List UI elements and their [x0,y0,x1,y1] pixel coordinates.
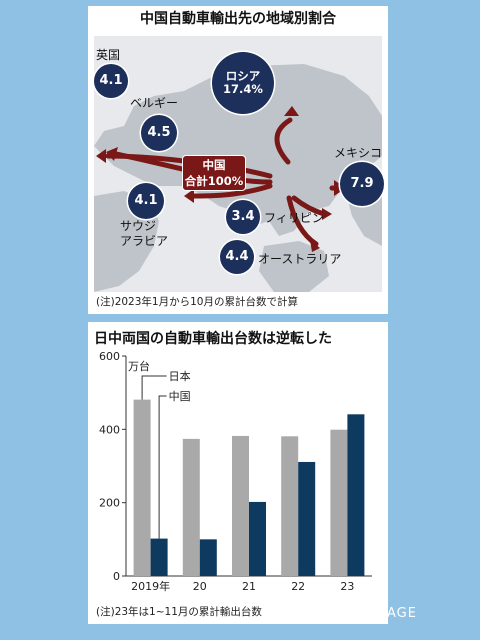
chart-note: (注)23年は1~11月の累計輸出台数 [96,606,262,618]
bubble-mexico: 7.9 [340,162,384,206]
bubble-russia: ロシア 17.4% [212,52,274,114]
map-title: 中国自動車輸出先の地域別割合 [140,11,336,27]
bar-china [150,538,168,576]
x-tick-label: 21 [242,580,256,593]
y-axis-unit-label: 万台 [128,359,150,373]
value-australia: 4.4 [225,248,249,264]
label-russia: ロシア [225,68,261,83]
value-russia: 17.4% [223,82,263,96]
bar-japan [281,436,299,576]
arrow-philippines [291,195,327,217]
label-saudi-line1: サウジ [120,219,157,233]
map-panel: 中国自動車輸出先の地域別割合 [88,6,388,314]
legend-label-japan: 日本 [169,369,191,383]
origin-line2: 合計100% [184,174,244,188]
value-belgium: 4.5 [147,124,171,140]
value-philippines: 3.4 [231,208,255,224]
arrowhead-saudi [184,189,194,203]
bar-china [347,414,365,576]
y-tick-label: 200 [99,497,120,510]
arrow-saudi [191,183,273,199]
label-australia: オーストラリア [258,252,342,266]
bubble-saudi: 4.1 [128,183,164,219]
label-philippines: フィリピン [264,211,324,225]
bar-japan [232,435,249,576]
bubble-uk: 4.1 [94,64,128,98]
australia-land [259,241,329,292]
bar-china [298,461,316,576]
arrowhead-philippines [322,208,332,220]
x-tick-label: 23 [340,580,354,593]
arrowhead-russia [284,106,299,116]
bar-china [199,539,217,576]
label-saudi: サウジ アラビア [120,219,168,249]
y-tick-label: 0 [113,570,120,583]
value-uk: 4.1 [99,72,123,88]
y-tick-label: 600 [99,350,120,363]
chart-title: 日中両国の自動車輸出台数は逆転した [94,331,332,347]
eurasia-land [94,64,382,236]
label-mexico: メキシコ [334,146,383,160]
x-tick-label: 22 [291,580,305,593]
label-saudi-line2: アラビア [120,234,169,248]
arrow-australia [286,195,319,247]
watermark: PIC·COLLAGE [320,606,417,621]
legend-leader-japan [141,375,167,400]
bar-japan [182,438,200,576]
bar-china [249,501,266,576]
bubble-australia: 4.4 [220,240,254,274]
arrowhead-belgium [106,147,118,161]
arrowhead-australia [310,240,320,252]
label-uk: 英国 [96,48,121,62]
value-saudi: 4.1 [134,192,158,208]
y-tick-label: 400 [99,423,120,436]
china-origin-box: 中国 合計100% [182,155,246,191]
legend-label-china: 中国 [169,390,191,403]
x-tick-label: 20 [193,580,207,593]
bar-japan [330,429,348,576]
value-mexico: 7.9 [350,175,374,191]
map-note: (注)2023年1月から10月の累計台数で計算 [96,296,298,308]
bar-japan [133,399,151,576]
label-belgium: ベルギー [130,96,179,110]
arrow-russia [274,117,293,165]
bubble-belgium: 4.5 [141,115,177,151]
bubble-philippines: 3.4 [226,200,260,234]
arrowhead-uk [96,149,106,163]
x-tick-label: 2019年 [131,579,170,593]
legend-leader-china [158,395,167,539]
origin-line1: 中国 [202,158,226,172]
chart-panel: 日中両国の自動車輸出台数は逆転した 0 200 400 600 万台 2019年 20 21 2… [88,322,388,624]
